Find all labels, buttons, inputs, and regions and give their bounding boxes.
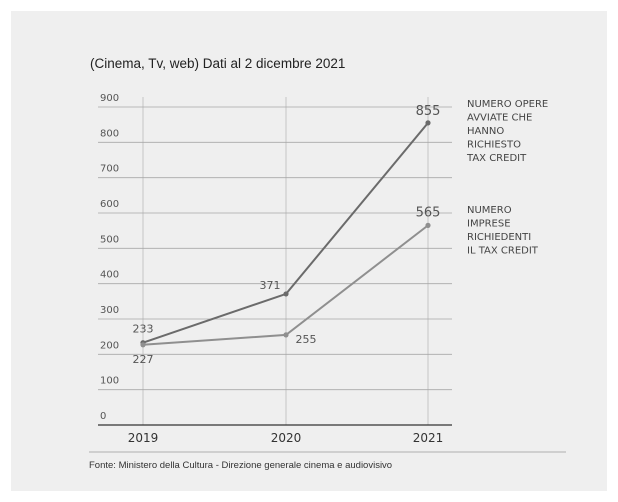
series-1-point [283,291,289,297]
y-tick-label: 200 [100,340,119,351]
series-1-value-label: 233 [133,323,154,336]
y-tick-label: 400 [100,270,119,281]
series-1-value-label: 371 [260,279,281,292]
series-1-value-label: 855 [416,104,441,119]
legend-label-line: IL TAX CREDIT [467,246,539,257]
series-2-value-label: 255 [296,333,317,346]
y-tick-label: 700 [100,164,119,175]
y-tick-label: 600 [100,199,119,210]
y-tick-label: 0 [100,411,106,422]
series-2-point [283,332,289,338]
series-line-2 [142,224,429,346]
y-tick-label: 800 [100,128,119,139]
legend-label-line: TAX CREDIT [466,153,527,164]
y-tick-label: 300 [100,305,119,316]
y-tick-label: 100 [100,376,119,387]
x-tick-label: 2020 [271,431,302,445]
series-2-value-label: 227 [133,353,154,366]
x-tick-label: 2019 [128,431,159,445]
y-tick-label: 900 [100,93,119,104]
legend-label-line: NUMERO OPERE [467,99,548,110]
legend-label-line: IMPRESE [467,219,511,230]
legend-label-line: NUMERO [467,205,512,216]
series-2-point [425,222,431,228]
series-1-point [425,120,431,126]
source-note: Fonte: Ministero della Cultura - Direzio… [89,460,393,471]
series-2-value-label: 565 [416,205,441,220]
series-2-point [140,342,146,348]
x-tick-label: 2021 [413,431,444,445]
legend-label-line: RICHIESTO [467,140,521,151]
chart-title: (Cinema, Tv, web) Dati al 2 dicembre 202… [90,56,346,71]
legend-label-line: RICHIEDENTI [467,232,531,243]
legend-label-line: HANNO [467,126,504,137]
series-line-1 [142,122,429,344]
y-tick-label: 500 [100,234,119,245]
chart-card [11,11,607,491]
legend-label-line: AVVIATE CHE [467,113,532,124]
